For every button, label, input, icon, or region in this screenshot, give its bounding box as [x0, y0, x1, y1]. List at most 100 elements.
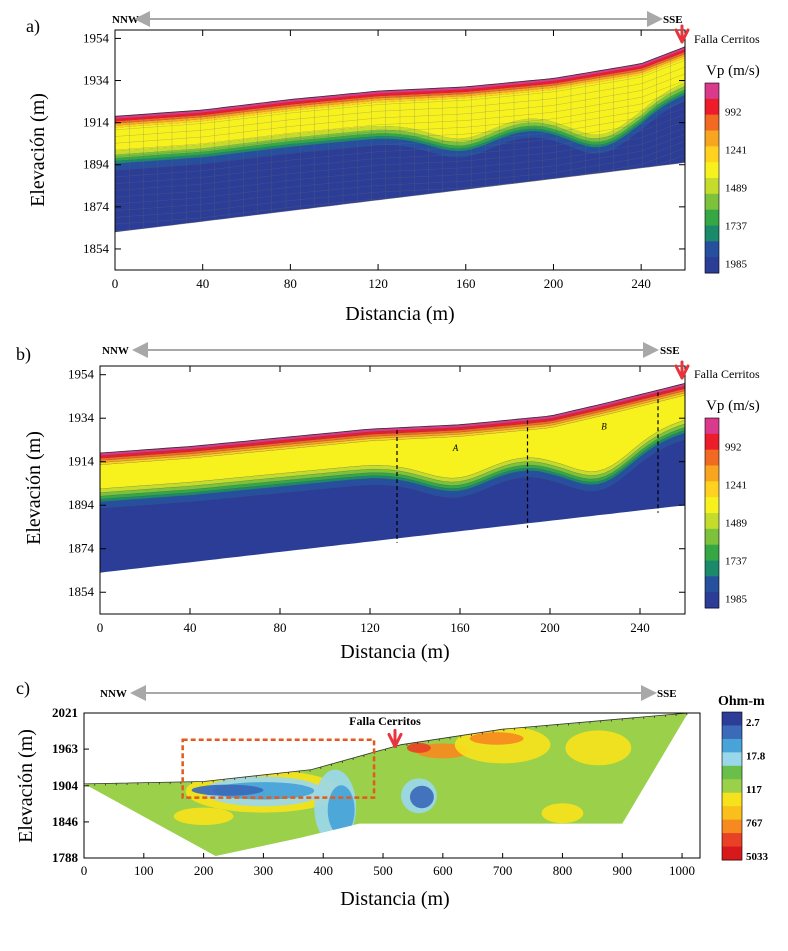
colorbar-swatch [705, 209, 719, 226]
resistivity-anomaly [406, 742, 431, 753]
colorbar-swatch [722, 779, 742, 794]
panel-b-plot-area: AB [99, 383, 686, 573]
colorbar-swatch [722, 712, 742, 726]
colorbar-tick-label: 1489 [725, 518, 748, 530]
resistivity-anomaly [454, 726, 551, 764]
mesh-row-line [114, 100, 686, 171]
panel-a-left-direction: NNW [112, 14, 139, 26]
y-tick-label: 1914 [68, 454, 95, 469]
panel-b: b) NNW SSE AB 0 40 80 120 160 200 240 19541934… [16, 342, 760, 663]
colorbar-tick-label: 992 [725, 107, 742, 119]
x-tick-label: 0 [97, 620, 104, 635]
colorbar-swatch [705, 146, 719, 163]
y-tick-label: 1788 [52, 850, 79, 865]
x-tick-label: 80 [284, 276, 297, 291]
colorbar-swatch [722, 819, 742, 834]
panel-a-frame [114, 29, 686, 271]
resistivity-anomaly [191, 784, 264, 796]
colorbar-swatch [705, 465, 719, 482]
colorbar-swatch [722, 725, 742, 740]
panel-c-x-axis-title: Distancia (m) [340, 888, 449, 910]
x-tick-label: 400 [313, 863, 333, 878]
mesh-row-line [114, 162, 686, 233]
x-tick-label: 1000 [669, 863, 695, 878]
mesh-row-line [114, 93, 686, 164]
panel-c-x-axis: 0 100 200 300 400 500 600 700 800 900 1000 [81, 853, 695, 878]
x-tick-label: 160 [450, 620, 470, 635]
mesh-row-line [114, 53, 686, 124]
y-tick-label: 1894 [83, 157, 110, 172]
panel-c-colorbar: 2.7 17.8 117 767 5033 [721, 711, 769, 863]
colorbar-swatch [705, 481, 719, 498]
panel-a-right-direction: SSE [663, 14, 683, 26]
colorbar-tick-label: 17.8 [746, 751, 766, 763]
colorbar-outline [704, 82, 720, 274]
x-tick-label: 120 [368, 276, 388, 291]
colorbar-swatch [705, 497, 719, 514]
colorbar-swatch [705, 225, 719, 242]
resistivity-section [84, 713, 688, 857]
mesh-row-line [114, 107, 686, 178]
colorbar-swatch [722, 833, 742, 848]
panel-a-legend-title: Vp (m/s) [706, 63, 760, 79]
colorbar-tick-label: 1737 [725, 221, 748, 233]
mesh-row-line [114, 134, 686, 205]
panel-a-x-axis: 0 40 80 120 160 200 240 [112, 30, 651, 291]
colorbar-swatch [705, 560, 719, 577]
colorbar-outline [704, 417, 720, 609]
y-tick-label: 1904 [52, 778, 79, 793]
y-tick-label: 1914 [83, 115, 110, 130]
y-tick-label: 1934 [83, 73, 110, 88]
panel-b-frame [99, 365, 686, 615]
colorbar-swatch [722, 765, 742, 780]
panel-c-y-axis-title: Elevación (m) [15, 729, 37, 843]
topography-line [99, 383, 686, 454]
resistivity-anomaly [173, 807, 234, 826]
panel-b-legend-title: Vp (m/s) [706, 398, 760, 414]
x-tick-label: 900 [613, 863, 633, 878]
panel-b-x-axis: 0 40 80 120 160 200 240 [97, 366, 650, 635]
colorbar-swatch [705, 513, 719, 530]
panel-a-colorbar: 992 1241 1489 1737 1985 [704, 82, 748, 274]
panel-a-fault-marker: Falla Cerritos [674, 24, 760, 46]
mesh-row-line [114, 73, 686, 144]
panel-b-x-axis-title: Distancia (m) [340, 641, 449, 663]
x-tick-label: 700 [493, 863, 513, 878]
resistivity-anomaly [350, 831, 381, 857]
x-tick-label: 160 [456, 276, 476, 291]
y-tick-label: 2021 [52, 705, 78, 720]
y-tick-label: 1954 [68, 367, 95, 382]
panel-b-colorbar: 992 1241 1489 1737 1985 [704, 417, 748, 609]
resistivity-anomaly [565, 730, 632, 766]
colorbar-tick-label: 1737 [725, 556, 748, 568]
x-tick-label: 100 [134, 863, 154, 878]
x-tick-label: 40 [196, 276, 209, 291]
resistivity-anomaly [327, 785, 355, 835]
mesh-row-line [114, 114, 686, 184]
colorbar-swatch [705, 130, 719, 147]
resistivity-anomaly [469, 732, 524, 745]
panel-b-fault-label: Falla Cerritos [694, 367, 760, 381]
panel-a-y-axis: 1954 1934 1914 1894 1874 1854 [83, 30, 685, 256]
x-tick-label: 40 [184, 620, 197, 635]
colorbar-swatch [705, 576, 719, 593]
colorbar-swatch [705, 418, 719, 435]
zone-label: A [452, 443, 459, 453]
colorbar-swatch [705, 241, 719, 258]
topography-line [114, 46, 686, 117]
panel-a-fault-label: Falla Cerritos [694, 32, 760, 46]
colorbar-tick-label: 992 [725, 442, 742, 454]
panel-c-plot-area [83, 712, 689, 857]
x-tick-label: 300 [254, 863, 274, 878]
x-tick-label: 500 [373, 863, 393, 878]
colorbar-swatch [722, 846, 742, 861]
mesh-row-line [114, 80, 686, 151]
colorbar-swatch [705, 433, 719, 451]
mesh-row-line [114, 87, 686, 157]
colorbar-swatch [705, 449, 719, 466]
mesh-row-line [114, 120, 686, 191]
mesh-row-line [114, 60, 686, 130]
panel-a-y-axis-title: Elevación (m) [27, 93, 49, 207]
zone-label: B [601, 422, 607, 432]
